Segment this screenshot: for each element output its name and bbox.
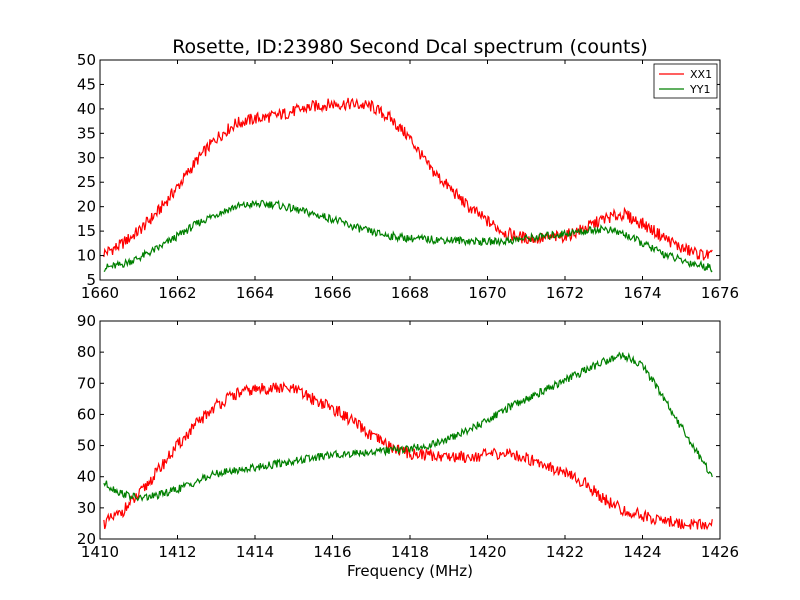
series-line-xx1	[103, 97, 713, 261]
plot-lines	[103, 351, 713, 531]
series-line-yy1	[103, 199, 713, 273]
plot-frame	[99, 59, 721, 281]
y-tick-label: 20	[77, 530, 96, 548]
y-tick-label: 5	[86, 271, 96, 289]
y-tick-label: 40	[77, 100, 96, 118]
y-tick-label: 20	[77, 198, 96, 216]
y-tick-label: 30	[77, 149, 96, 167]
x-tick-label: 1424	[623, 543, 661, 561]
bottom-panel: 1410 1412 1414 1416 1418 1420 1422 1424 1426 20 30…	[77, 312, 739, 561]
y-tick-label: 90	[77, 312, 96, 330]
plot-frame	[99, 320, 721, 540]
x-tick-label: 1420	[468, 543, 506, 561]
y-tick-label: 25	[77, 173, 96, 191]
x-tick-label: 1418	[391, 543, 429, 561]
x-tick-label: 1412	[158, 543, 196, 561]
y-tick-label: 60	[77, 405, 96, 423]
y-tick-label: 30	[77, 499, 96, 517]
x-tick-label: 1422	[546, 543, 584, 561]
x-tick-label: 1416	[313, 543, 351, 561]
x-tick-label: 1410	[81, 543, 119, 561]
y-tick-label: 10	[77, 247, 96, 265]
x-tick-label: 1668	[391, 284, 429, 302]
top-panel: 1660 1662 1664 1666 1668 1670 1672 1674 1676 5 10 1…	[77, 51, 739, 302]
series-line-yy1	[103, 351, 713, 502]
x-axis-label: Frequency (MHz)	[347, 562, 473, 580]
y-tick-label: 35	[77, 124, 96, 142]
y-tick-label: 50	[77, 51, 96, 69]
x-tick-label: 1426	[701, 543, 739, 561]
x-tick-label: 1414	[236, 543, 274, 561]
plot-lines	[103, 97, 713, 273]
legend-label-xx1: XX1	[690, 68, 712, 81]
legend-box	[653, 63, 718, 99]
y-tick-label: 70	[77, 374, 96, 392]
y-tick-label: 80	[77, 343, 96, 361]
x-tick-label: 1674	[623, 284, 661, 302]
series-line-xx1	[103, 381, 713, 531]
y-tick-label: 15	[77, 222, 96, 240]
chart-title: Rosette, ID:23980 Second Dcal spectrum (…	[172, 36, 648, 58]
x-tick-label: 1666	[313, 284, 351, 302]
x-tick-label: 1672	[546, 284, 584, 302]
legend-label-yy1: YY1	[689, 83, 710, 96]
x-tick-label: 1670	[468, 284, 506, 302]
y-tick-label: 50	[77, 437, 96, 455]
x-tick-label: 1660	[81, 284, 119, 302]
y-tick-label: 40	[77, 468, 96, 486]
x-tick-label: 1676	[701, 284, 739, 302]
x-tick-label: 1662	[158, 284, 196, 302]
y-tick-label: 45	[77, 75, 96, 93]
x-tick-label: 1664	[236, 284, 274, 302]
